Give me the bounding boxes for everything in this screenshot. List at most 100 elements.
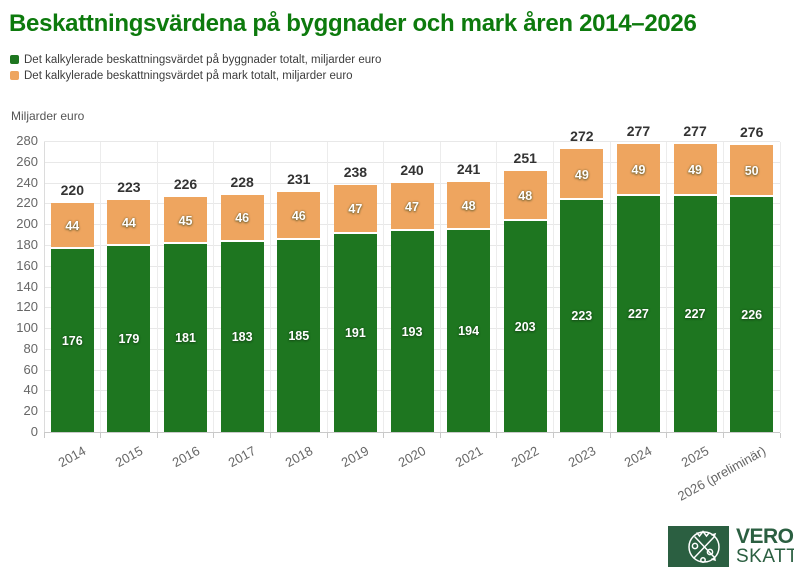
y-axis-tick-label: 60 — [23, 361, 38, 377]
x-axis-tick — [213, 433, 215, 438]
legend-item-buildings: Det kalkylerade beskattningsvärdet på by… — [10, 52, 381, 67]
x-axis-tick — [326, 433, 328, 438]
bar-segment-buildings — [447, 230, 491, 432]
segment-value-label-buildings: 223 — [571, 309, 593, 324]
bar-segment-land — [447, 181, 491, 231]
y-axis-tick-label: 100 — [16, 320, 38, 336]
legend-swatch-buildings-icon — [10, 55, 19, 64]
segment-value-label-buildings: 181 — [175, 330, 196, 345]
bar-segment-land — [390, 182, 434, 232]
x-axis-tick — [779, 433, 781, 438]
bar-total-label: 240 — [400, 161, 424, 178]
y-axis-tick-label: 220 — [16, 195, 38, 211]
bar-total-label: 277 — [683, 123, 707, 140]
segment-value-label-buildings: 183 — [231, 329, 253, 344]
segment-value-label-land: 47 — [405, 200, 419, 214]
y-axis-tick-label: 140 — [16, 278, 38, 294]
bar-total-label: 241 — [456, 160, 481, 177]
bar-segment-land — [730, 145, 774, 198]
bar-total-label: 231 — [287, 170, 311, 187]
vero-emblem-icon — [668, 526, 729, 567]
bar-total-label: 228 — [230, 174, 254, 191]
bar-segment-buildings — [730, 197, 774, 432]
segment-value-label-land: 44 — [65, 219, 80, 234]
segment-value-label-buildings: 226 — [741, 307, 763, 322]
bar-total-label: 272 — [570, 128, 594, 145]
vertical-gridline — [553, 142, 555, 432]
x-axis-tick — [43, 433, 45, 438]
vertical-gridline — [439, 142, 441, 432]
segment-value-label-land: 46 — [235, 211, 250, 226]
bar-segment-land — [333, 184, 377, 234]
segment-value-label-land: 48 — [461, 198, 476, 213]
bar-segment-buildings — [616, 196, 660, 432]
legend-item-land: Det kalkylerade beskattningsvärdet på ma… — [10, 68, 381, 83]
segment-value-label-buildings: 185 — [288, 328, 310, 343]
legend-label-land: Det kalkylerade beskattningsvärdet på ma… — [24, 69, 353, 82]
segment-value-label-land: 49 — [574, 167, 589, 182]
logo-word-skatt: SKATT — [736, 546, 794, 567]
vertical-gridline — [383, 142, 385, 432]
x-axis-tick — [553, 433, 555, 438]
segment-value-label-land: 49 — [631, 163, 646, 178]
segment-value-label-buildings: 191 — [344, 325, 366, 340]
bar-total-label: 277 — [626, 123, 651, 140]
bar-segment-buildings — [107, 245, 151, 432]
legend-label-buildings: Det kalkylerade beskattningsvärdet på by… — [24, 53, 382, 66]
x-axis-tick — [439, 433, 441, 438]
segment-value-label-buildings: 203 — [514, 319, 536, 334]
y-axis-tick-label: 180 — [16, 236, 38, 252]
bar-segment-land — [164, 197, 208, 244]
segment-value-label-land: 48 — [518, 189, 533, 204]
bar-segment-buildings — [220, 241, 264, 432]
page-title: Beskattningsvärdena på byggnader och mar… — [9, 10, 697, 37]
bar-segment-land — [560, 149, 604, 201]
stacked-bar-chart: 0 20 40 60 80 100 120 140 160 180 200 220 240 260 280 1… — [16, 124, 781, 504]
bar-segment-buildings — [390, 231, 434, 432]
vertical-gridline — [666, 142, 668, 432]
bar-segment-land — [673, 144, 717, 197]
x-axis-tick — [100, 433, 102, 438]
y-axis-tick-label: 40 — [23, 382, 38, 398]
bar-segment-buildings — [673, 196, 717, 432]
bar-total-label: 251 — [513, 150, 537, 167]
y-axis-tick-label: 280 — [16, 133, 38, 148]
y-axis-tick-label: 240 — [16, 174, 38, 190]
segment-value-label-land: 45 — [178, 213, 193, 228]
gridline — [44, 161, 780, 163]
segment-value-label-land: 47 — [348, 202, 363, 217]
bar-total-label: 223 — [117, 179, 141, 196]
x-axis-tick — [496, 433, 498, 438]
bar-total-label: 238 — [343, 163, 368, 180]
y-axis-tick-label: 160 — [16, 257, 38, 273]
vertical-gridline — [326, 142, 328, 432]
bar-segment-buildings — [164, 243, 208, 432]
segment-value-label-buildings: 194 — [458, 324, 480, 339]
y-axis-tick-label: 20 — [23, 403, 38, 419]
logo-word-vero: VERO — [736, 525, 794, 548]
y-axis-line — [44, 142, 45, 432]
vertical-gridline — [609, 142, 611, 432]
segment-value-label-buildings: 193 — [401, 324, 423, 339]
vertical-gridline — [156, 142, 158, 432]
logo-text: VERO SKATT — [736, 526, 794, 567]
segment-value-label-land: 50 — [744, 164, 759, 179]
segment-value-label-buildings: 176 — [61, 333, 83, 348]
bar-total-label: 220 — [60, 182, 84, 199]
x-axis-tick — [383, 433, 385, 438]
y-axis-tick-label: 200 — [16, 216, 38, 232]
x-axis-tick — [609, 433, 611, 438]
bar-segment-buildings — [560, 200, 604, 432]
bar-segment-land — [616, 144, 660, 197]
bar-segment-buildings — [333, 233, 377, 432]
bar-segment-land — [503, 171, 547, 222]
segment-value-label-buildings: 227 — [628, 307, 649, 322]
vero-skatt-logo: VERO SKATT — [668, 526, 794, 567]
segment-value-label-land: 44 — [121, 216, 136, 231]
gridline — [44, 141, 780, 142]
segment-value-label-buildings: 179 — [118, 331, 140, 346]
bar-segment-buildings — [50, 249, 94, 432]
bar-segment-land — [220, 195, 264, 242]
y-axis-tick-label: 80 — [23, 340, 38, 356]
vertical-gridline — [100, 142, 102, 432]
